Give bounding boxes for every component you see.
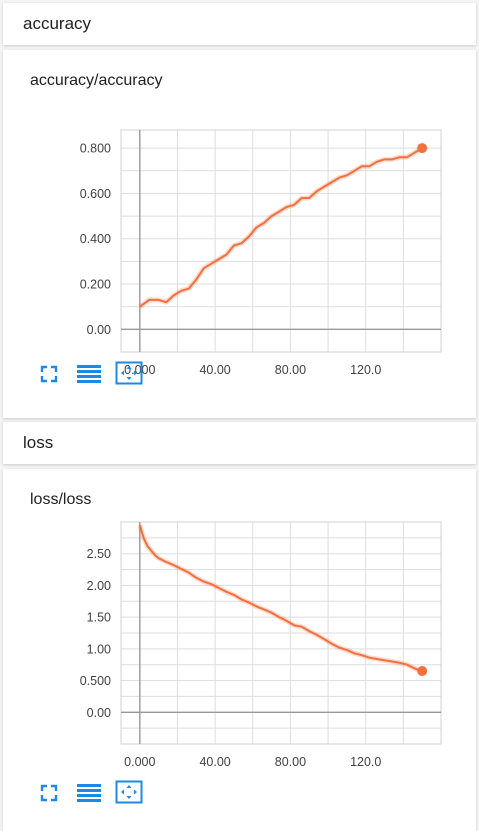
toggle-log-scale-button[interactable] — [75, 781, 103, 805]
x-tick-label: 0.000 — [124, 363, 155, 377]
y-tick-label: 2.50 — [87, 547, 111, 561]
card-title: accuracy/accuracy — [30, 72, 163, 89]
x-tick-label: 0.000 — [124, 755, 155, 769]
chart-card-loss: loss/loss 0.000 40.00 80.00 120.0 0.00 0.500 1… — [3, 469, 476, 831]
y-tick-label: 0.200 — [80, 278, 111, 292]
y-tick-label: 1.50 — [87, 611, 111, 625]
series-line[interactable] — [139, 147, 423, 308]
loss-chart[interactable]: 0.000 40.00 80.00 120.0 0.00 0.500 1.00 1.50 2.0… — [3, 469, 476, 831]
section-header-label: accuracy — [23, 14, 92, 33]
fit-domain-button[interactable] — [115, 361, 143, 385]
series-line[interactable] — [138, 524, 423, 673]
y-tick-label: 0.600 — [80, 187, 111, 201]
y-tick-label: 0.400 — [80, 232, 111, 246]
x-tick-label: 80.00 — [275, 363, 306, 377]
card-title: loss/loss — [30, 491, 92, 508]
fullscreen-icon — [40, 784, 58, 802]
series-end-point[interactable] — [417, 666, 428, 677]
series-shadow-line — [138, 145, 424, 309]
fit-domain-icon — [115, 780, 143, 804]
series-end-point[interactable] — [417, 143, 428, 154]
x-tick-label: 120.0 — [350, 755, 381, 769]
fullscreen-icon — [40, 365, 58, 383]
y-tick-label: 2.00 — [87, 579, 111, 593]
section-header-loss[interactable]: loss — [3, 422, 476, 464]
y-tick-label: 0.00 — [87, 323, 111, 337]
grid — [121, 130, 442, 353]
y-tick-label: 0.800 — [80, 142, 111, 156]
plot-border — [120, 521, 442, 745]
list-icon — [77, 784, 101, 802]
x-tick-label: 80.00 — [275, 755, 306, 769]
fullscreen-button[interactable] — [35, 362, 63, 386]
grid — [121, 521, 442, 745]
x-tick-label: 40.00 — [199, 363, 230, 377]
section-header-accuracy[interactable]: accuracy — [3, 3, 476, 45]
fullscreen-button[interactable] — [35, 781, 63, 805]
fit-domain-button[interactable] — [115, 780, 143, 804]
section-header-label: loss — [23, 433, 54, 452]
y-tick-label: 1.00 — [87, 642, 111, 656]
y-tick-label: 0.500 — [80, 674, 111, 688]
y-tick-label: 0.00 — [87, 706, 111, 720]
accuracy-chart[interactable]: 0.000 40.00 80.00 120.0 0.00 0.200 0.400 0.600 0… — [3, 50, 476, 418]
list-icon — [77, 365, 101, 383]
x-tick-label: 40.00 — [199, 755, 230, 769]
chart-card-accuracy: accuracy/accuracy 0.000 40.00 80.00 120.0 0.… — [3, 50, 476, 418]
x-tick-label: 120.0 — [350, 363, 381, 377]
plot-border — [120, 129, 442, 353]
fit-domain-icon — [115, 361, 143, 385]
toggle-log-scale-button[interactable] — [75, 362, 103, 386]
